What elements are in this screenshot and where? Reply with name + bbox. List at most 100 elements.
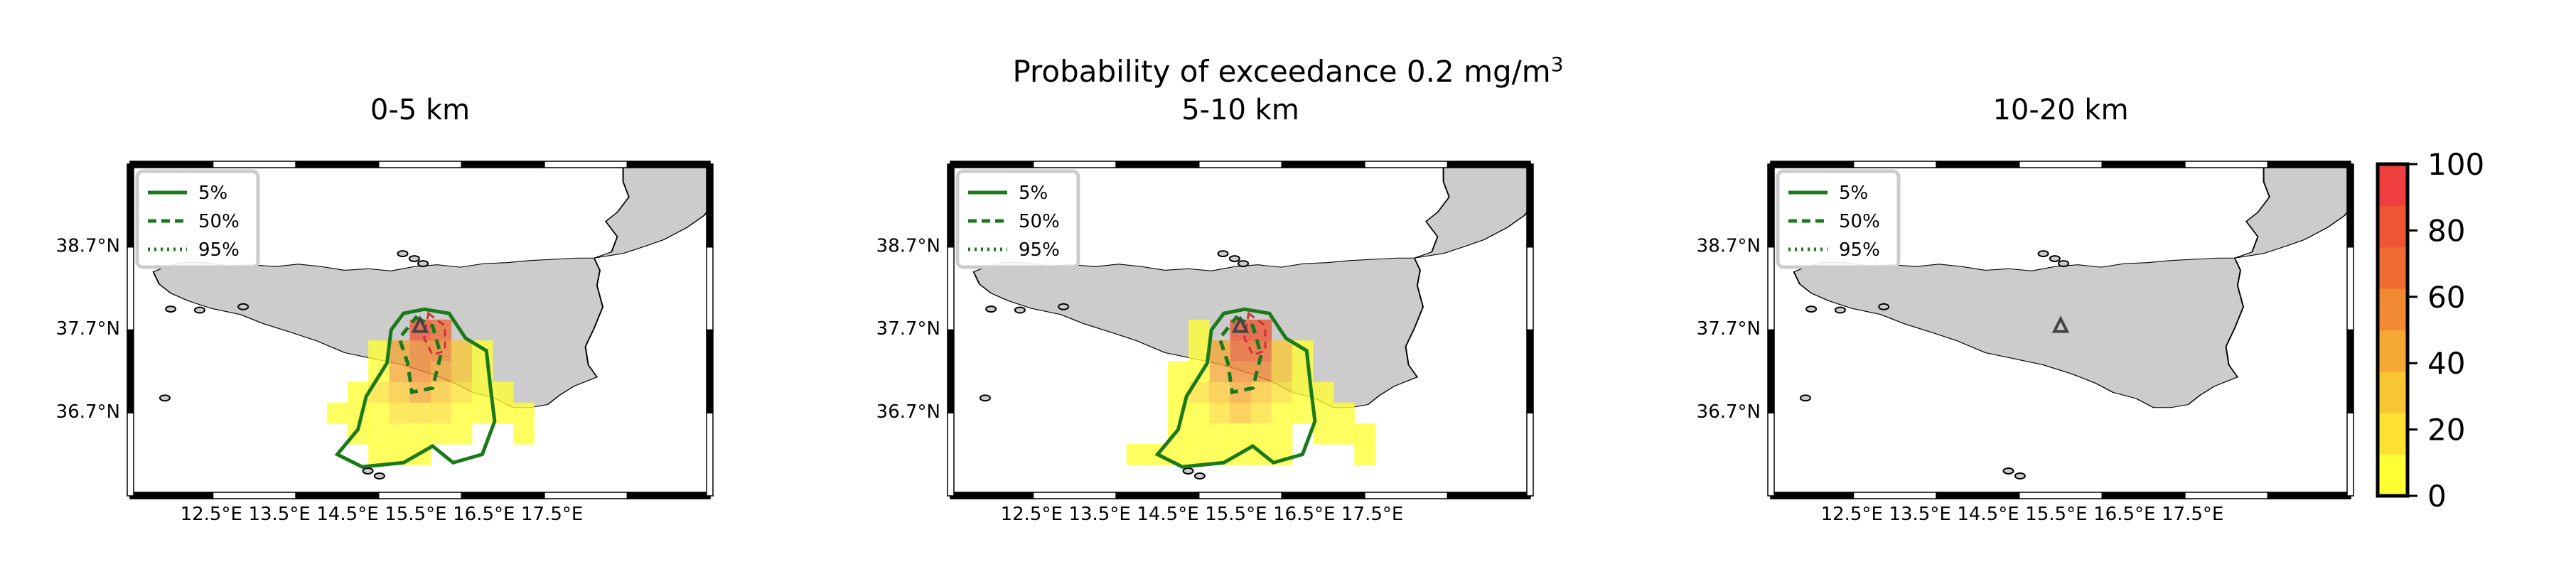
heatmap-cell xyxy=(1313,381,1334,404)
heatmap-cell xyxy=(389,381,410,404)
heatmap-cell xyxy=(1250,381,1272,404)
heatmap-cell xyxy=(451,361,473,382)
frame-segment-top xyxy=(1364,161,1449,168)
colorbar-frame xyxy=(2376,162,2410,498)
legend-label: 95% xyxy=(1839,239,1880,261)
legend-label: 50% xyxy=(1019,211,1060,232)
y-tick-label: 37.7°N xyxy=(56,318,120,340)
y-tick-label: 38.7°N xyxy=(876,235,940,256)
heatmap-cell xyxy=(1188,423,1210,445)
contour-95pct xyxy=(1243,311,1267,357)
heatmap-cell xyxy=(1292,402,1314,424)
frame-segment-top xyxy=(1281,161,1365,168)
frame-segment-bottom xyxy=(1115,492,1200,499)
heatmap-cell xyxy=(1209,423,1230,445)
heatmap-cell xyxy=(389,423,410,445)
frame-segment-bottom xyxy=(212,492,296,499)
frame-segment-bottom xyxy=(461,492,545,499)
heatmap-cell xyxy=(1250,402,1272,424)
frame-segment-right xyxy=(1526,412,1534,497)
heatmap-cell xyxy=(1126,444,1148,465)
suptitle-superscript: 3 xyxy=(1550,53,1564,76)
frame-segment-bottom xyxy=(626,492,711,499)
heatmap-cell xyxy=(409,423,431,445)
contour-5pct xyxy=(1154,307,1317,469)
frame-segment-top xyxy=(1032,161,1117,168)
vent-marker xyxy=(2051,315,2070,333)
heatmap-cell xyxy=(1271,423,1293,445)
contour-95pct xyxy=(423,311,446,357)
heatmap-cell xyxy=(1313,423,1334,445)
x-tick-label: 14.5°E xyxy=(316,504,378,525)
figure-suptitle: Probability of exceedance 0.2 mg/m3 xyxy=(0,47,2576,90)
panel-title: 5-10 km xyxy=(1181,94,1299,126)
heatmap-cell xyxy=(1209,381,1230,404)
frame-segment-left xyxy=(947,247,955,331)
frame-segment-top xyxy=(950,161,1034,168)
frame-segment-bottom xyxy=(1447,492,1531,499)
frame-segment-right xyxy=(706,329,714,413)
frame-segment-bottom xyxy=(1198,492,1283,499)
x-tick-label: 15.5°E xyxy=(1205,504,1267,525)
heatmap-cell xyxy=(1271,402,1293,424)
frame-segment-right xyxy=(2346,412,2354,497)
frame-segment-left xyxy=(947,412,955,497)
legend-label: 95% xyxy=(1019,239,1060,261)
frame-segment-bottom xyxy=(2267,492,2351,499)
island xyxy=(417,260,429,268)
island xyxy=(2037,250,2049,258)
frame-segment-top xyxy=(2267,161,2351,168)
colorbar-band xyxy=(2378,247,2408,289)
island xyxy=(237,303,249,310)
island xyxy=(2002,467,2014,475)
heatmap-cell xyxy=(430,423,452,445)
legend-box xyxy=(1776,169,1901,269)
heatmap-cell xyxy=(451,423,473,445)
x-tick-label: 17.5°E xyxy=(2162,504,2223,525)
heatmap-cell xyxy=(513,423,535,445)
frame-segment-top xyxy=(2184,161,2269,168)
heatmap-cell xyxy=(471,402,493,424)
frame-segment-top xyxy=(129,161,214,168)
frame-segment-bottom xyxy=(1770,492,1855,499)
colorbar-band xyxy=(2378,371,2408,413)
frame-segment-right xyxy=(706,247,714,331)
heatmap-cell xyxy=(368,444,390,465)
island xyxy=(2014,472,2026,480)
heatmap-cell xyxy=(1188,402,1210,424)
frame-segment-bottom xyxy=(1032,492,1117,499)
frame-segment-top xyxy=(1770,161,1855,168)
colorbar-band xyxy=(2378,330,2408,372)
frame-segment-bottom xyxy=(377,492,463,499)
colorbar-band xyxy=(2378,288,2408,330)
island xyxy=(1805,305,1818,313)
frame-segment-top xyxy=(2101,161,2186,168)
heatmap-cell xyxy=(1188,319,1210,341)
heatmap-cell xyxy=(409,361,431,382)
y-tick-label: 36.7°N xyxy=(876,401,940,423)
panel-title: 0-5 km xyxy=(370,94,470,126)
vent-marker xyxy=(1231,315,1250,333)
island xyxy=(2049,255,2061,263)
legend-label: 5% xyxy=(1019,183,1048,204)
frame-segment-right xyxy=(2346,329,2354,413)
heatmap-cell xyxy=(1250,423,1272,445)
island xyxy=(159,394,171,402)
frame-segment-top xyxy=(461,161,545,168)
heatmap-cell xyxy=(1354,423,1375,445)
y-tick-label: 38.7°N xyxy=(56,235,120,256)
island xyxy=(979,394,991,402)
frame-segment-left xyxy=(1767,163,1775,248)
legend: 5% 50% 95% xyxy=(135,169,260,269)
x-tick-label: 17.5°E xyxy=(521,504,583,525)
heatmap-cell xyxy=(430,381,452,404)
frame-segment-left xyxy=(127,247,134,331)
island xyxy=(1058,303,1070,310)
heatmap-cell xyxy=(1333,402,1355,424)
frame-segment-bottom xyxy=(950,492,1034,499)
heatmap-cell xyxy=(409,340,431,362)
frame-segment-left xyxy=(947,163,955,248)
frame-segment-right xyxy=(1526,329,1534,413)
island xyxy=(373,472,385,480)
legend-box xyxy=(955,169,1080,269)
